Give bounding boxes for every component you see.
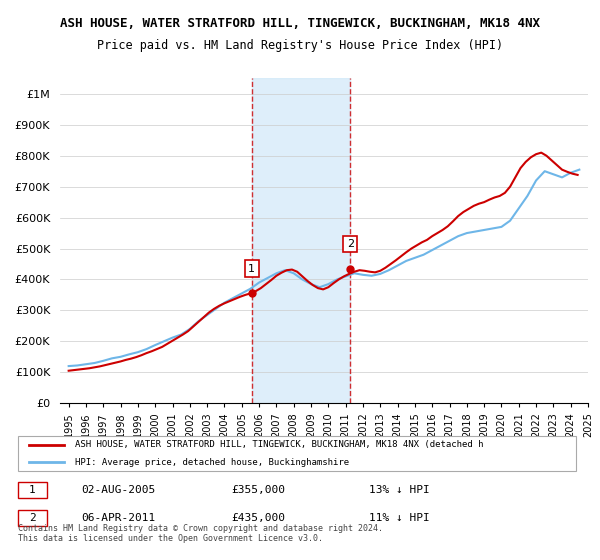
Text: 1: 1 <box>248 264 256 274</box>
FancyBboxPatch shape <box>18 510 47 526</box>
Text: 06-APR-2011: 06-APR-2011 <box>81 513 155 523</box>
Text: ASH HOUSE, WATER STRATFORD HILL, TINGEWICK, BUCKINGHAM, MK18 4NX: ASH HOUSE, WATER STRATFORD HILL, TINGEWI… <box>60 17 540 30</box>
Text: 13% ↓ HPI: 13% ↓ HPI <box>369 485 430 495</box>
Bar <box>252 78 350 403</box>
Text: Price paid vs. HM Land Registry's House Price Index (HPI): Price paid vs. HM Land Registry's House … <box>97 39 503 52</box>
Text: 02-AUG-2005: 02-AUG-2005 <box>81 485 155 495</box>
Text: £435,000: £435,000 <box>231 513 285 523</box>
Text: £355,000: £355,000 <box>231 485 285 495</box>
Text: ASH HOUSE, WATER STRATFORD HILL, TINGEWICK, BUCKINGHAM, MK18 4NX (detached h: ASH HOUSE, WATER STRATFORD HILL, TINGEWI… <box>76 441 484 450</box>
FancyBboxPatch shape <box>18 482 47 498</box>
Text: 1: 1 <box>29 485 35 495</box>
Text: Contains HM Land Registry data © Crown copyright and database right 2024.
This d: Contains HM Land Registry data © Crown c… <box>18 524 383 543</box>
FancyBboxPatch shape <box>18 436 577 472</box>
Text: HPI: Average price, detached house, Buckinghamshire: HPI: Average price, detached house, Buck… <box>76 458 349 466</box>
Text: 11% ↓ HPI: 11% ↓ HPI <box>369 513 430 523</box>
Text: 2: 2 <box>347 239 354 249</box>
Text: 2: 2 <box>29 513 35 523</box>
